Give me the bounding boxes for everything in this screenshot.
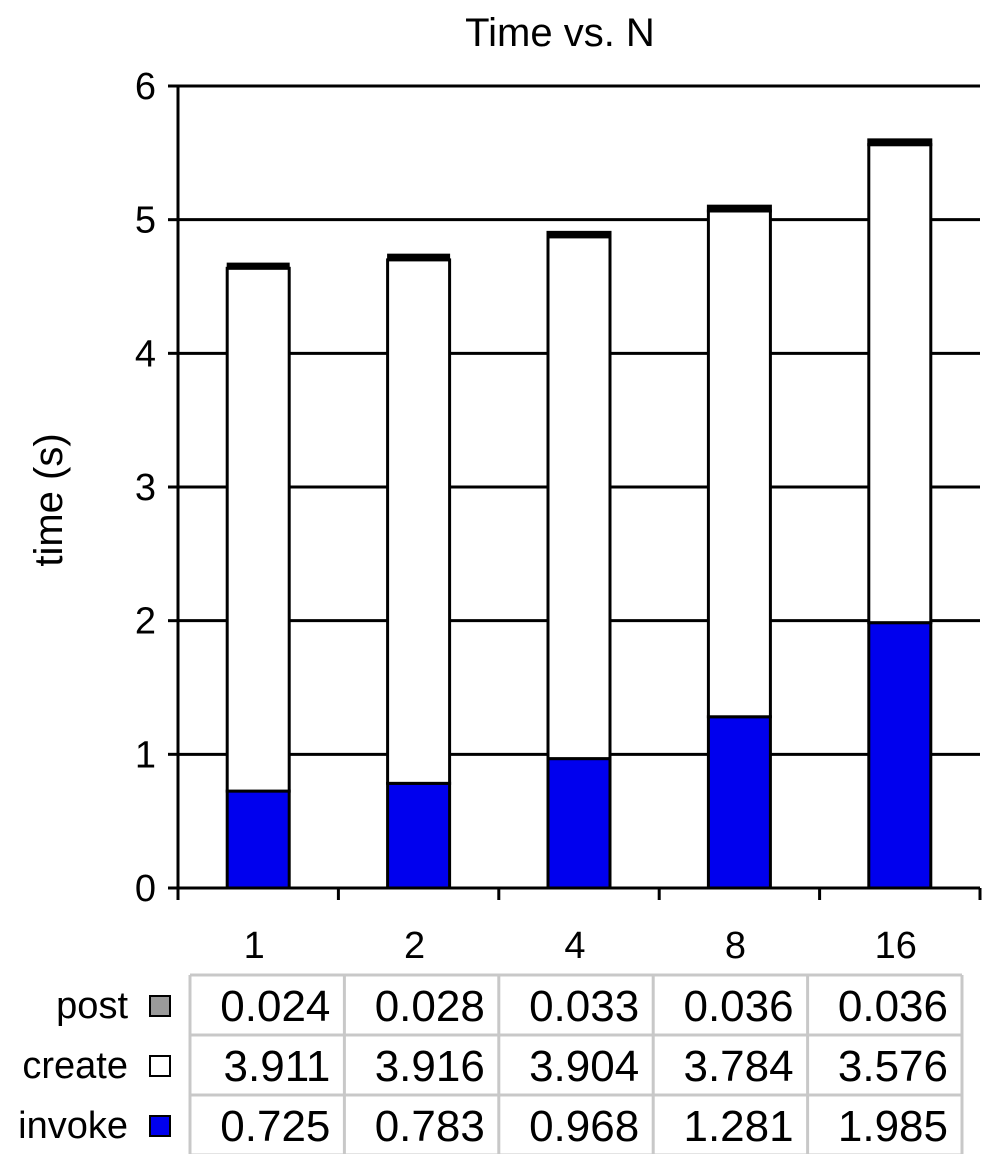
y-tick-label: 6	[135, 66, 156, 108]
bar-segment-invoke	[386, 781, 452, 890]
table-cell: 3.904	[529, 1042, 639, 1091]
table-cell: 0.036	[838, 982, 948, 1031]
legend-swatch-invoke	[149, 1115, 171, 1137]
table-cell: 0.783	[375, 1102, 485, 1151]
y-tick-label: 3	[135, 467, 156, 509]
x-tick-labels: 1 2 4 8 16	[244, 925, 917, 967]
bar-segment-invoke	[225, 789, 291, 890]
table-cell: 0.024	[220, 982, 330, 1031]
x-tick-label: 2	[404, 925, 425, 967]
x-tick-label: 16	[875, 925, 917, 967]
x-tick-label: 8	[725, 925, 746, 967]
bar-segment-create	[867, 143, 933, 625]
y-tick-label: 0	[135, 868, 156, 910]
data-table: post 0.024 0.028 0.033 0.036 0.036 create 3.911…	[18, 973, 964, 1154]
table-cell: 0.033	[529, 982, 639, 1031]
bar-segment-create	[546, 235, 612, 761]
y-tick-label: 5	[135, 200, 156, 242]
y-tick-labels: 0 1 2 3 4 5 6	[135, 66, 156, 910]
table-cell: 0.968	[529, 1102, 639, 1151]
bar-segment-invoke	[867, 621, 933, 890]
x-tick-label: 4	[564, 925, 585, 967]
table-cell: 0.028	[375, 982, 485, 1031]
legend-label-invoke: invoke	[18, 1105, 128, 1147]
table-cell: 3.916	[375, 1042, 485, 1091]
table-cell: 0.036	[683, 982, 793, 1031]
bars	[225, 138, 933, 890]
table-cell: 3.576	[838, 1042, 948, 1091]
legend-swatch-create	[149, 1055, 171, 1077]
bar-segment-post	[706, 204, 772, 213]
bar-segment-post	[387, 253, 451, 259]
bar-segment-create	[706, 209, 772, 719]
table-cell: 3.911	[224, 1042, 331, 1091]
y-tick-label: 1	[135, 734, 156, 776]
bar-segment-create	[225, 266, 291, 793]
bar-segment-invoke	[546, 757, 612, 890]
chart-title: Time vs. N	[465, 11, 655, 55]
y-axis-label: time (s)	[27, 433, 71, 566]
x-tick-label: 1	[244, 925, 265, 967]
table-cell: 1.985	[838, 1102, 948, 1151]
y-tick-label: 4	[135, 333, 156, 375]
bar-segment-invoke	[706, 715, 772, 890]
legend-label-create: create	[22, 1045, 128, 1087]
bar-segment-post	[867, 138, 933, 147]
table-cell: 3.784	[683, 1042, 793, 1091]
table-cell: 1.281	[683, 1102, 793, 1151]
bar-segment-post	[546, 230, 612, 239]
bar-segment-create	[386, 258, 452, 785]
bar-segment-post	[226, 262, 290, 268]
legend-label-post: post	[56, 985, 128, 1027]
legend-swatch-post	[149, 995, 171, 1017]
y-tick-label: 2	[135, 601, 156, 643]
table-cell: 0.725	[220, 1102, 330, 1151]
